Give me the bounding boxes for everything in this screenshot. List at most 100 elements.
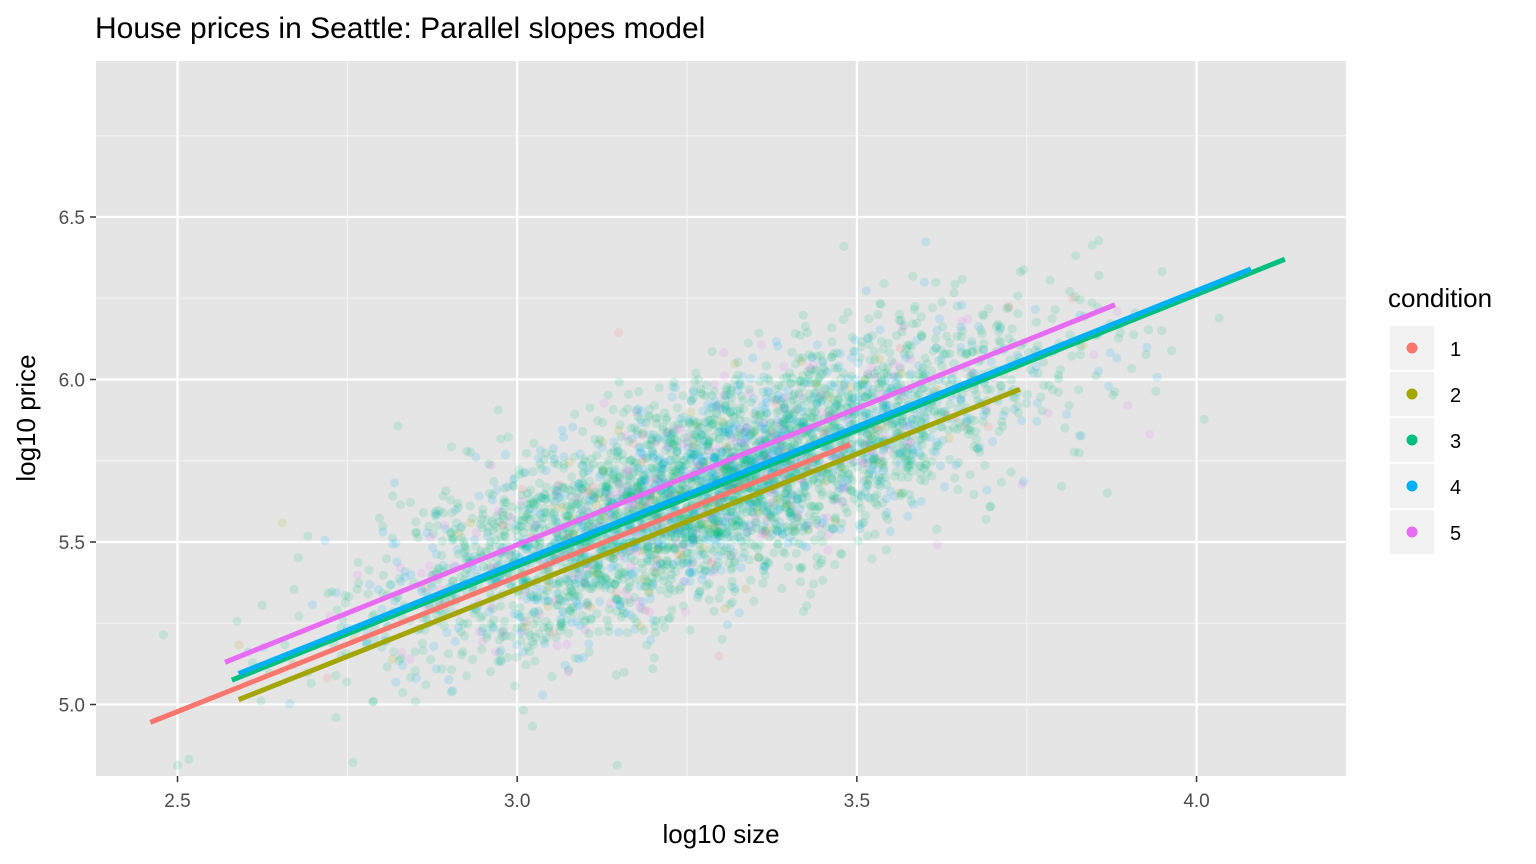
scatter-point (1015, 267, 1025, 277)
scatter-point (745, 498, 755, 508)
scatter-point (762, 508, 773, 518)
scatter-point (633, 404, 643, 414)
y-tick-label: 5.0 (59, 696, 85, 717)
scatter-point (543, 596, 554, 606)
scatter-point (1000, 406, 1010, 416)
scatter-point (1127, 363, 1137, 373)
scatter-point (664, 614, 674, 624)
legend-title: condition (1388, 283, 1492, 313)
scatter-point (820, 366, 830, 376)
scatter-point (625, 546, 635, 556)
scatter-point (774, 381, 784, 391)
scatter-point (812, 561, 823, 571)
scatter-point (1093, 366, 1104, 376)
scatter-point (700, 519, 710, 530)
scatter-point (613, 569, 623, 579)
scatter-point (750, 513, 760, 524)
scatter-point (907, 341, 917, 351)
scatter-point (880, 424, 890, 434)
scatter-point (754, 495, 764, 505)
scatter-point (486, 537, 496, 547)
scatter-point (1050, 305, 1060, 315)
scatter-point (779, 362, 789, 372)
scatter-point (855, 523, 865, 534)
scatter-point (528, 591, 539, 602)
scatter-point (635, 581, 645, 591)
scatter-point (832, 348, 842, 358)
x-tick-label: 3.0 (504, 791, 530, 812)
scatter-point (569, 525, 580, 535)
scatter-point (964, 429, 974, 439)
scatter-point (689, 535, 700, 545)
scatter-point (775, 517, 785, 527)
legend-label: 4 (1450, 477, 1461, 499)
scatter-point (814, 373, 824, 383)
scatter-point (584, 629, 594, 639)
scatter-point (397, 660, 408, 671)
scatter-point (971, 427, 981, 437)
scatter-point (686, 449, 696, 459)
legend-key-dot (1406, 342, 1418, 354)
scatter-point (1114, 333, 1124, 343)
scatter-point (779, 394, 790, 404)
scatter-point (815, 473, 825, 483)
scatter-point (541, 466, 551, 476)
scatter-point (805, 413, 816, 423)
scatter-point (664, 456, 674, 466)
scatter-point (541, 508, 551, 518)
scatter-point (460, 568, 470, 579)
scatter-point (537, 492, 547, 502)
scatter-point (758, 424, 768, 434)
scatter-point (778, 547, 788, 557)
scatter-point (781, 488, 792, 498)
scatter-point (635, 478, 645, 488)
scatter-point (804, 349, 815, 360)
scatter-point (475, 613, 486, 623)
scatter-point (777, 381, 787, 391)
scatter-point (562, 530, 572, 540)
scatter-point (636, 476, 646, 486)
scatter-point (629, 613, 639, 623)
scatter-point (567, 472, 577, 482)
scatter-point (697, 476, 707, 486)
scatter-point (716, 547, 726, 557)
y-tick-label: 6.0 (59, 371, 85, 392)
scatter-point (848, 346, 859, 356)
scatter-point (688, 532, 699, 542)
scatter-point (1110, 387, 1120, 397)
scatter-point (385, 580, 395, 590)
scatter-point (891, 372, 902, 382)
scatter-point (904, 340, 915, 350)
scatter-point (256, 696, 266, 706)
scatter-point (680, 461, 690, 471)
scatter-point (642, 640, 652, 650)
scatter-point (587, 490, 597, 500)
scatter-point (437, 536, 447, 546)
scatter-point (506, 513, 516, 523)
scatter-point (1122, 401, 1133, 411)
scatter-point (604, 626, 614, 637)
scatter-point (855, 438, 866, 448)
scatter-point (897, 327, 907, 337)
scatter-point (1075, 349, 1085, 360)
scatter-point (733, 431, 743, 441)
scatter-point (581, 495, 591, 505)
scatter-point (637, 497, 648, 507)
scatter-point (450, 525, 460, 535)
scatter-point (724, 428, 734, 438)
scatter-point (567, 498, 577, 509)
scatter-point (1009, 404, 1019, 414)
scatter-point (982, 385, 992, 395)
scatter-point (849, 393, 859, 403)
scatter-point (662, 556, 673, 566)
scatter-point (1017, 416, 1027, 426)
scatter-point (755, 451, 766, 461)
scatter-point (670, 542, 680, 552)
scatter-point (942, 331, 952, 341)
scatter-point (994, 336, 1004, 346)
scatter-point (694, 520, 705, 530)
scatter-point (581, 482, 591, 492)
scatter-point (554, 576, 565, 586)
scatter-point (748, 394, 758, 404)
scatter-point (662, 559, 672, 569)
